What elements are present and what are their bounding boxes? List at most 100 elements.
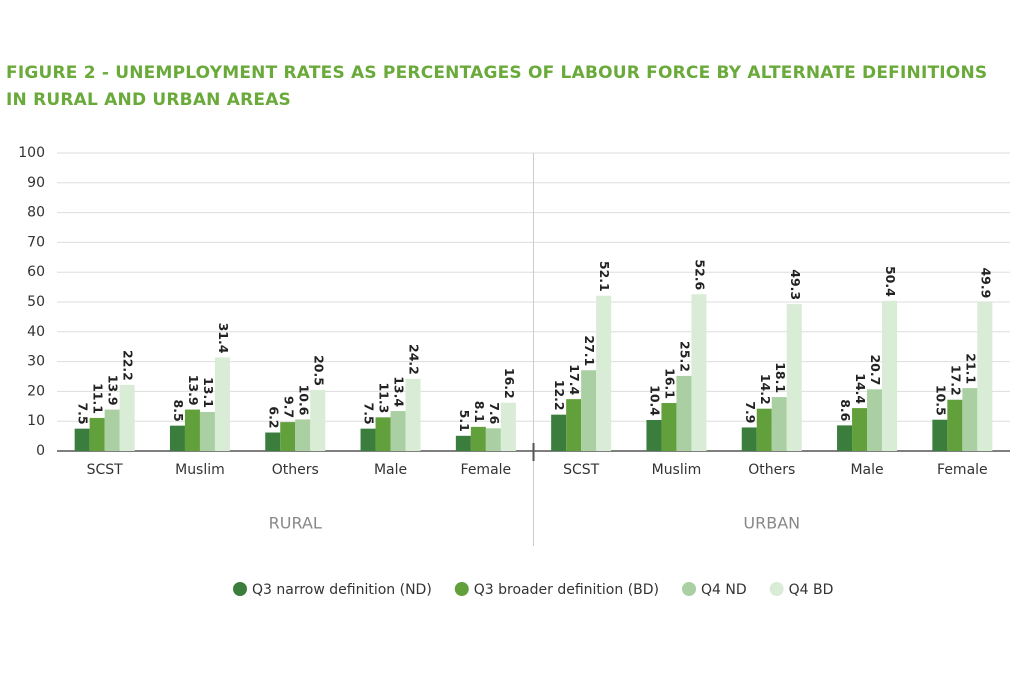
bar	[74, 428, 90, 451]
bar	[119, 384, 135, 451]
bar	[691, 294, 707, 451]
value-label: 27.1	[582, 335, 597, 366]
y-tick-label: 20	[27, 383, 45, 399]
bar	[676, 375, 692, 451]
legend-label: Q4 BD	[789, 582, 834, 598]
x-tick-label: Others	[272, 462, 319, 478]
bar	[786, 304, 802, 451]
bar	[375, 417, 391, 451]
x-tick-label: Others	[748, 462, 795, 478]
value-label: 7.6	[487, 402, 502, 424]
legend-swatch	[454, 582, 469, 596]
chart-title: FIGURE 2 - UNEMPLOYMENT RATES AS PERCENT…	[6, 63, 988, 110]
y-tick-label: 0	[36, 443, 45, 459]
value-label: 52.6	[692, 259, 707, 290]
x-tick-label: Male	[850, 462, 883, 478]
bar	[551, 414, 567, 451]
bar	[837, 425, 853, 451]
value-label: 49.9	[978, 267, 993, 298]
value-label: 14.2	[758, 374, 773, 405]
bar	[566, 399, 582, 451]
value-label: 14.4	[853, 373, 868, 404]
bar	[741, 427, 757, 451]
bar	[295, 419, 311, 451]
y-tick-label: 100	[18, 145, 45, 161]
bar	[265, 432, 281, 451]
bar	[947, 399, 963, 451]
value-label: 13.9	[106, 375, 121, 406]
value-label: 16.1	[662, 368, 677, 399]
bar	[169, 425, 185, 451]
bar	[852, 408, 868, 451]
value-label: 31.4	[216, 323, 231, 354]
value-label: 20.7	[868, 354, 883, 385]
value-label: 24.2	[407, 344, 422, 375]
value-label: 10.5	[933, 385, 948, 416]
value-label: 17.4	[567, 364, 582, 395]
value-label: 20.5	[311, 355, 326, 386]
bar	[646, 420, 662, 451]
bar	[771, 397, 787, 451]
bar	[882, 300, 898, 451]
value-label: 10.6	[296, 385, 311, 416]
group-label: RURAL	[269, 514, 322, 533]
legend-label: Q3 broader definition (BD)	[474, 582, 659, 598]
bar	[214, 357, 230, 451]
bar	[661, 403, 677, 451]
value-label: 6.2	[266, 406, 281, 428]
legend-swatch	[769, 582, 784, 596]
bar	[977, 302, 993, 451]
value-label: 13.9	[186, 375, 201, 406]
value-label: 7.5	[362, 402, 377, 424]
value-label: 50.4	[883, 266, 898, 297]
bar	[500, 402, 516, 451]
bar	[360, 428, 376, 451]
x-tick-label: SCST	[563, 462, 600, 478]
value-label: 8.5	[171, 400, 186, 422]
y-tick-label: 60	[27, 264, 45, 280]
y-tick-label: 40	[27, 324, 45, 340]
y-tick-label: 50	[27, 294, 45, 310]
value-label: 13.4	[392, 376, 407, 407]
x-tick-label: Female	[937, 462, 988, 478]
y-tick-label: 90	[27, 175, 45, 191]
bar	[470, 426, 486, 451]
x-tick-label: Muslim	[175, 462, 225, 478]
bar	[184, 409, 200, 451]
legend-label: Q4 ND	[701, 582, 747, 598]
value-label: 8.1	[472, 401, 487, 423]
value-label: 8.6	[838, 399, 853, 421]
legend-swatch	[233, 582, 247, 596]
bar	[280, 422, 296, 451]
bar	[581, 370, 597, 451]
value-label: 5.1	[457, 410, 472, 432]
value-label: 13.1	[201, 377, 216, 408]
value-label: 12.2	[552, 380, 567, 411]
group-label: URBAN	[743, 514, 800, 533]
value-label: 25.2	[677, 341, 692, 372]
bar	[199, 411, 215, 451]
bar	[867, 389, 883, 451]
x-tick-label: Female	[461, 462, 512, 478]
value-label: 17.2	[948, 365, 963, 396]
x-tick-label: Male	[374, 462, 407, 478]
bar	[455, 435, 471, 451]
bar	[104, 409, 120, 451]
y-tick-label: 10	[27, 413, 45, 429]
value-label: 9.7	[281, 396, 296, 418]
bar	[485, 428, 501, 451]
value-label: 10.4	[647, 385, 662, 416]
value-label: 52.1	[597, 261, 612, 292]
legend-swatch	[682, 582, 697, 596]
value-label: 16.2	[502, 368, 517, 399]
bar	[756, 408, 772, 451]
y-tick-label: 30	[27, 354, 45, 370]
bar	[390, 411, 406, 451]
y-tick-label: 80	[27, 205, 45, 221]
bar	[89, 417, 105, 451]
value-label: 18.1	[773, 362, 788, 393]
bar	[596, 295, 612, 451]
value-label: 49.3	[788, 269, 803, 300]
